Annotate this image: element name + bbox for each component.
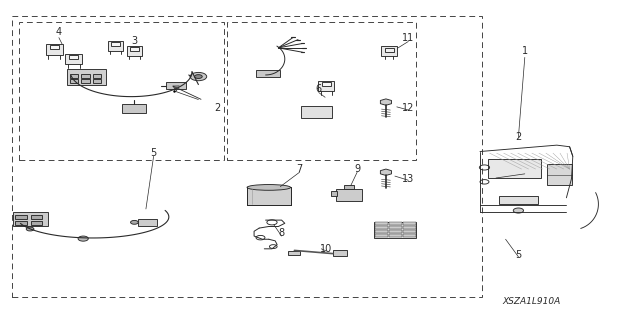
Polygon shape <box>380 169 392 175</box>
Bar <box>374 222 416 238</box>
Bar <box>331 191 337 196</box>
Ellipse shape <box>247 184 291 190</box>
Bar <box>256 70 280 77</box>
Bar <box>247 188 291 205</box>
Text: 3: 3 <box>131 36 138 47</box>
Bar <box>46 44 63 55</box>
Bar <box>108 41 123 51</box>
Bar <box>547 164 572 185</box>
Bar <box>288 251 300 255</box>
Text: 4: 4 <box>56 27 62 37</box>
Bar <box>13 212 48 226</box>
Text: 13: 13 <box>402 174 415 184</box>
Bar <box>31 221 42 225</box>
Polygon shape <box>380 99 392 105</box>
Circle shape <box>78 236 88 241</box>
Text: 5: 5 <box>150 148 157 158</box>
Bar <box>12 16 482 297</box>
Bar <box>49 45 60 49</box>
Bar <box>15 215 27 219</box>
Circle shape <box>513 208 524 213</box>
Bar <box>375 230 388 233</box>
Circle shape <box>195 75 202 78</box>
Text: 2: 2 <box>214 103 221 114</box>
Bar <box>389 222 402 225</box>
Text: 5: 5 <box>515 250 522 260</box>
Bar <box>488 159 541 178</box>
Bar <box>375 222 388 225</box>
Bar <box>375 226 388 229</box>
Bar <box>81 79 90 83</box>
Bar <box>65 54 82 64</box>
Bar <box>389 230 402 233</box>
Text: 9: 9 <box>354 164 360 174</box>
Bar <box>15 221 27 225</box>
Text: 11: 11 <box>402 33 415 43</box>
Text: 2: 2 <box>515 132 522 142</box>
Bar <box>70 74 78 78</box>
Bar <box>336 189 362 201</box>
Bar <box>344 185 354 189</box>
Bar <box>93 79 101 83</box>
Bar <box>318 81 335 91</box>
Bar <box>499 196 538 204</box>
Bar <box>403 234 416 237</box>
Circle shape <box>26 227 34 231</box>
Bar <box>138 219 157 226</box>
Circle shape <box>190 72 207 81</box>
Bar <box>403 226 416 229</box>
Text: 7: 7 <box>296 164 303 174</box>
Bar <box>403 230 416 233</box>
Bar <box>93 74 101 78</box>
Bar <box>68 55 79 59</box>
Text: 6: 6 <box>316 84 322 94</box>
Bar <box>322 82 331 86</box>
Bar <box>166 82 186 89</box>
Bar <box>111 42 120 46</box>
Circle shape <box>131 220 138 224</box>
Text: 12: 12 <box>402 103 415 114</box>
Text: 1: 1 <box>522 46 528 56</box>
Text: 8: 8 <box>278 228 285 238</box>
Bar <box>127 46 142 56</box>
Bar <box>227 22 416 160</box>
Bar <box>403 222 416 225</box>
Bar <box>67 69 106 85</box>
Bar <box>301 106 332 118</box>
Bar <box>389 234 402 237</box>
Text: XSZA1L910A: XSZA1L910A <box>502 297 561 306</box>
Text: 10: 10 <box>320 244 333 254</box>
Bar <box>70 79 78 83</box>
Bar <box>81 74 90 78</box>
Bar <box>31 215 42 219</box>
Bar <box>385 48 394 52</box>
Bar <box>375 234 388 237</box>
Bar <box>389 226 402 229</box>
Bar <box>130 47 139 51</box>
Bar <box>381 46 397 56</box>
Bar <box>122 104 146 113</box>
Bar <box>19 22 224 160</box>
Bar <box>333 250 347 256</box>
